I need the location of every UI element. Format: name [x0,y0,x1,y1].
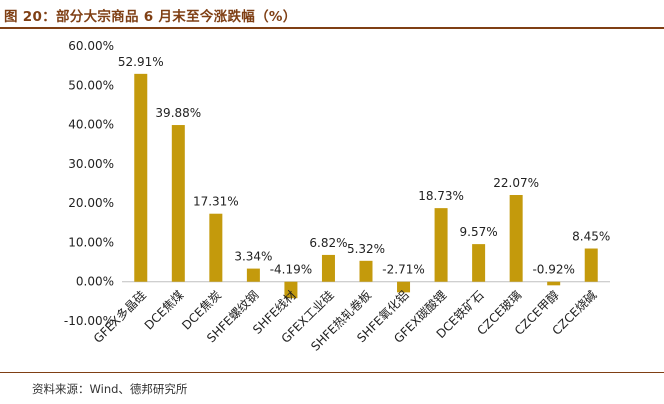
source-note: 资料来源：Wind、德邦研究所 [32,382,188,396]
data-label: 22.07% [493,176,539,190]
bar [472,244,486,282]
bar [547,281,561,286]
y-tick-label: 10.00% [68,235,114,249]
bar [134,73,148,282]
y-tick-label: 30.00% [68,157,114,171]
bar-chart: 60.00% 50.00% 40.00% 30.00% 20.00% 10.00% 0.00… [64,39,610,354]
y-tick-label: -10.00% [64,314,114,328]
data-label: 52.91% [118,55,164,69]
bar [509,195,523,282]
data-label: 18.73% [418,189,464,203]
category-label: DCE焦煤 [142,288,187,333]
bar [171,125,185,282]
y-tick-label: 40.00% [68,118,114,132]
data-label: 9.57% [460,225,498,239]
bar [434,208,448,282]
bar [284,281,298,299]
bar [246,268,260,282]
source-rule [0,372,664,373]
bar [397,281,411,293]
figure-title: 图 20：部分大宗商品 6 月末至今涨跌幅（%） [4,9,297,25]
data-label: -4.19% [270,263,312,277]
y-tick-label: 20.00% [68,196,114,210]
bar [584,248,598,282]
y-tick-label: 60.00% [68,39,114,53]
title-rule [0,27,664,29]
data-label: 8.45% [572,230,610,244]
figure-header: 图 20：部分大宗商品 6 月末至今涨跌幅（%） [0,0,664,30]
data-label: 6.82% [309,236,347,250]
y-tick-label: 50.00% [68,78,114,92]
data-label: 17.31% [193,195,239,209]
data-label: 5.32% [347,242,385,256]
y-tick-label: 0.00% [76,275,114,289]
bar [359,260,373,282]
data-label: 3.34% [234,250,272,264]
bar [209,213,223,282]
data-label: 39.88% [155,106,201,120]
data-label: -0.92% [532,263,574,277]
data-label: -2.71% [382,263,424,277]
bar [321,254,335,282]
